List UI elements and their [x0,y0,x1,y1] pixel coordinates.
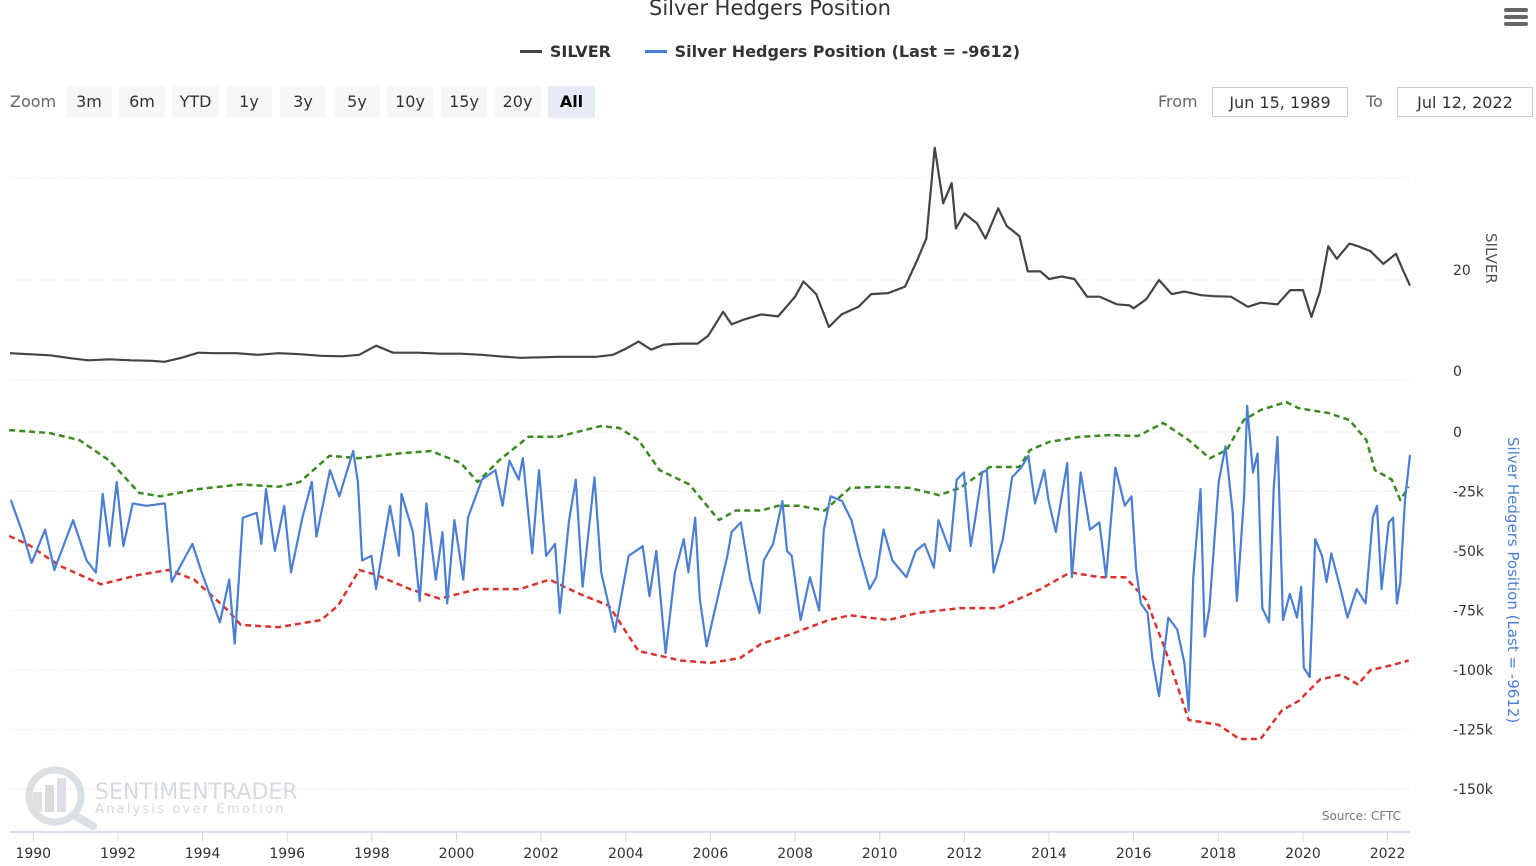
x-tick-label: 2012 [947,846,983,862]
zoom-10y-button[interactable]: 10y [387,86,433,118]
x-tick-label: 2002 [523,846,559,862]
hedgers-y-tick-label: -125k [1453,723,1494,739]
zoom-15y-button[interactable]: 15y [441,86,487,118]
gridlines [10,177,1410,790]
zoom-3y-button[interactable]: 3y [280,86,326,118]
hedgers-axis-title: Silver Hedgers Position (Last = -9612) [1504,437,1522,723]
source-credit: Source: CFTC [1322,809,1401,823]
zoom-1y-button[interactable]: 1y [226,86,272,118]
x-tick-label: 2016 [1116,846,1152,862]
series-line-upper-band[interactable] [9,400,1410,522]
x-tick-label: 2014 [1031,846,1067,862]
legend-swatch-icon [519,50,542,53]
legend-swatch-icon [644,50,667,53]
silver-y-tick-label: 20 [1453,263,1471,279]
watermark: SENTIMENTRADER Analysis over Emotion [25,766,298,830]
silver-axis-title: SILVER [1482,233,1500,284]
x-tick-label: 2006 [693,846,729,862]
zoom-5y-button[interactable]: 5y [334,86,380,118]
x-tick-label: 2022 [1370,846,1406,862]
watermark-logo-icon [25,766,85,826]
series-layer [8,146,1412,741]
x-tick-label: 2008 [777,846,813,862]
x-tick-label: 2000 [439,846,475,862]
zoom-ytd-button[interactable]: YTD [172,86,219,118]
hamburger-menu-icon[interactable] [1504,8,1528,28]
series-line-silver[interactable] [9,146,1412,363]
hedgers-y-tick-label: -150k [1453,782,1494,798]
x-tick-label: 1992 [100,846,136,862]
series-line-silver-hedgers-position[interactable] [9,404,1412,712]
series-line-lower-band[interactable] [8,534,1410,741]
x-tick-label: 2004 [608,846,644,862]
x-tick-label: 1998 [354,846,390,862]
from-date-input[interactable]: Jun 15, 1989 [1212,87,1348,117]
legend: SILVER Silver Hedgers Position (Last = -… [0,38,1536,61]
zoom-all-button[interactable]: All [548,86,595,118]
from-label: From [1158,92,1198,111]
x-tick-label: 1990 [15,846,51,862]
x-tick-label: 1994 [185,846,221,862]
hedgers-y-tick-label: -75k [1453,604,1485,620]
zoom-20y-button[interactable]: 20y [494,86,541,118]
legend-item-silver[interactable]: SILVER [519,42,611,61]
y-axes: 20 0 0 -25k -50k -75k -100k -125k -150k [1453,263,1494,798]
silver-y-tick-label: 0 [1453,364,1462,380]
x-tick-label: 2010 [862,846,898,862]
legend-label: Silver Hedgers Position (Last = -9612) [674,42,1021,61]
chart-title: Silver Hedgers Position [649,0,891,20]
watermark-tagline: Analysis over Emotion [95,802,286,817]
x-tick-label: 2020 [1285,846,1321,862]
hedgers-y-tick-label: 0 [1453,425,1462,441]
hedgers-y-tick-label: -25k [1453,485,1485,501]
x-axis: 1990 1992 1994 1996 1998 2000 2002 2004 2006 2008… [15,832,1405,862]
hedgers-y-tick-label: -100k [1453,663,1494,679]
x-tick-label: 2018 [1200,846,1236,862]
to-date-input[interactable]: Jul 12, 2022 [1397,87,1533,117]
hedgers-y-tick-label: -50k [1453,544,1485,560]
zoom-label: Zoom [10,92,57,111]
legend-item-hedgers[interactable]: Silver Hedgers Position (Last = -9612) [644,42,1021,61]
zoom-3m-button[interactable]: 3m [66,86,112,118]
to-label: To [1366,92,1383,111]
legend-label: SILVER [549,42,611,61]
zoom-6m-button[interactable]: 6m [119,86,165,118]
watermark-brand: SENTIMENTRADER [95,780,298,805]
watermark-magnifier-icon [70,811,97,830]
x-tick-label: 1996 [269,846,305,862]
